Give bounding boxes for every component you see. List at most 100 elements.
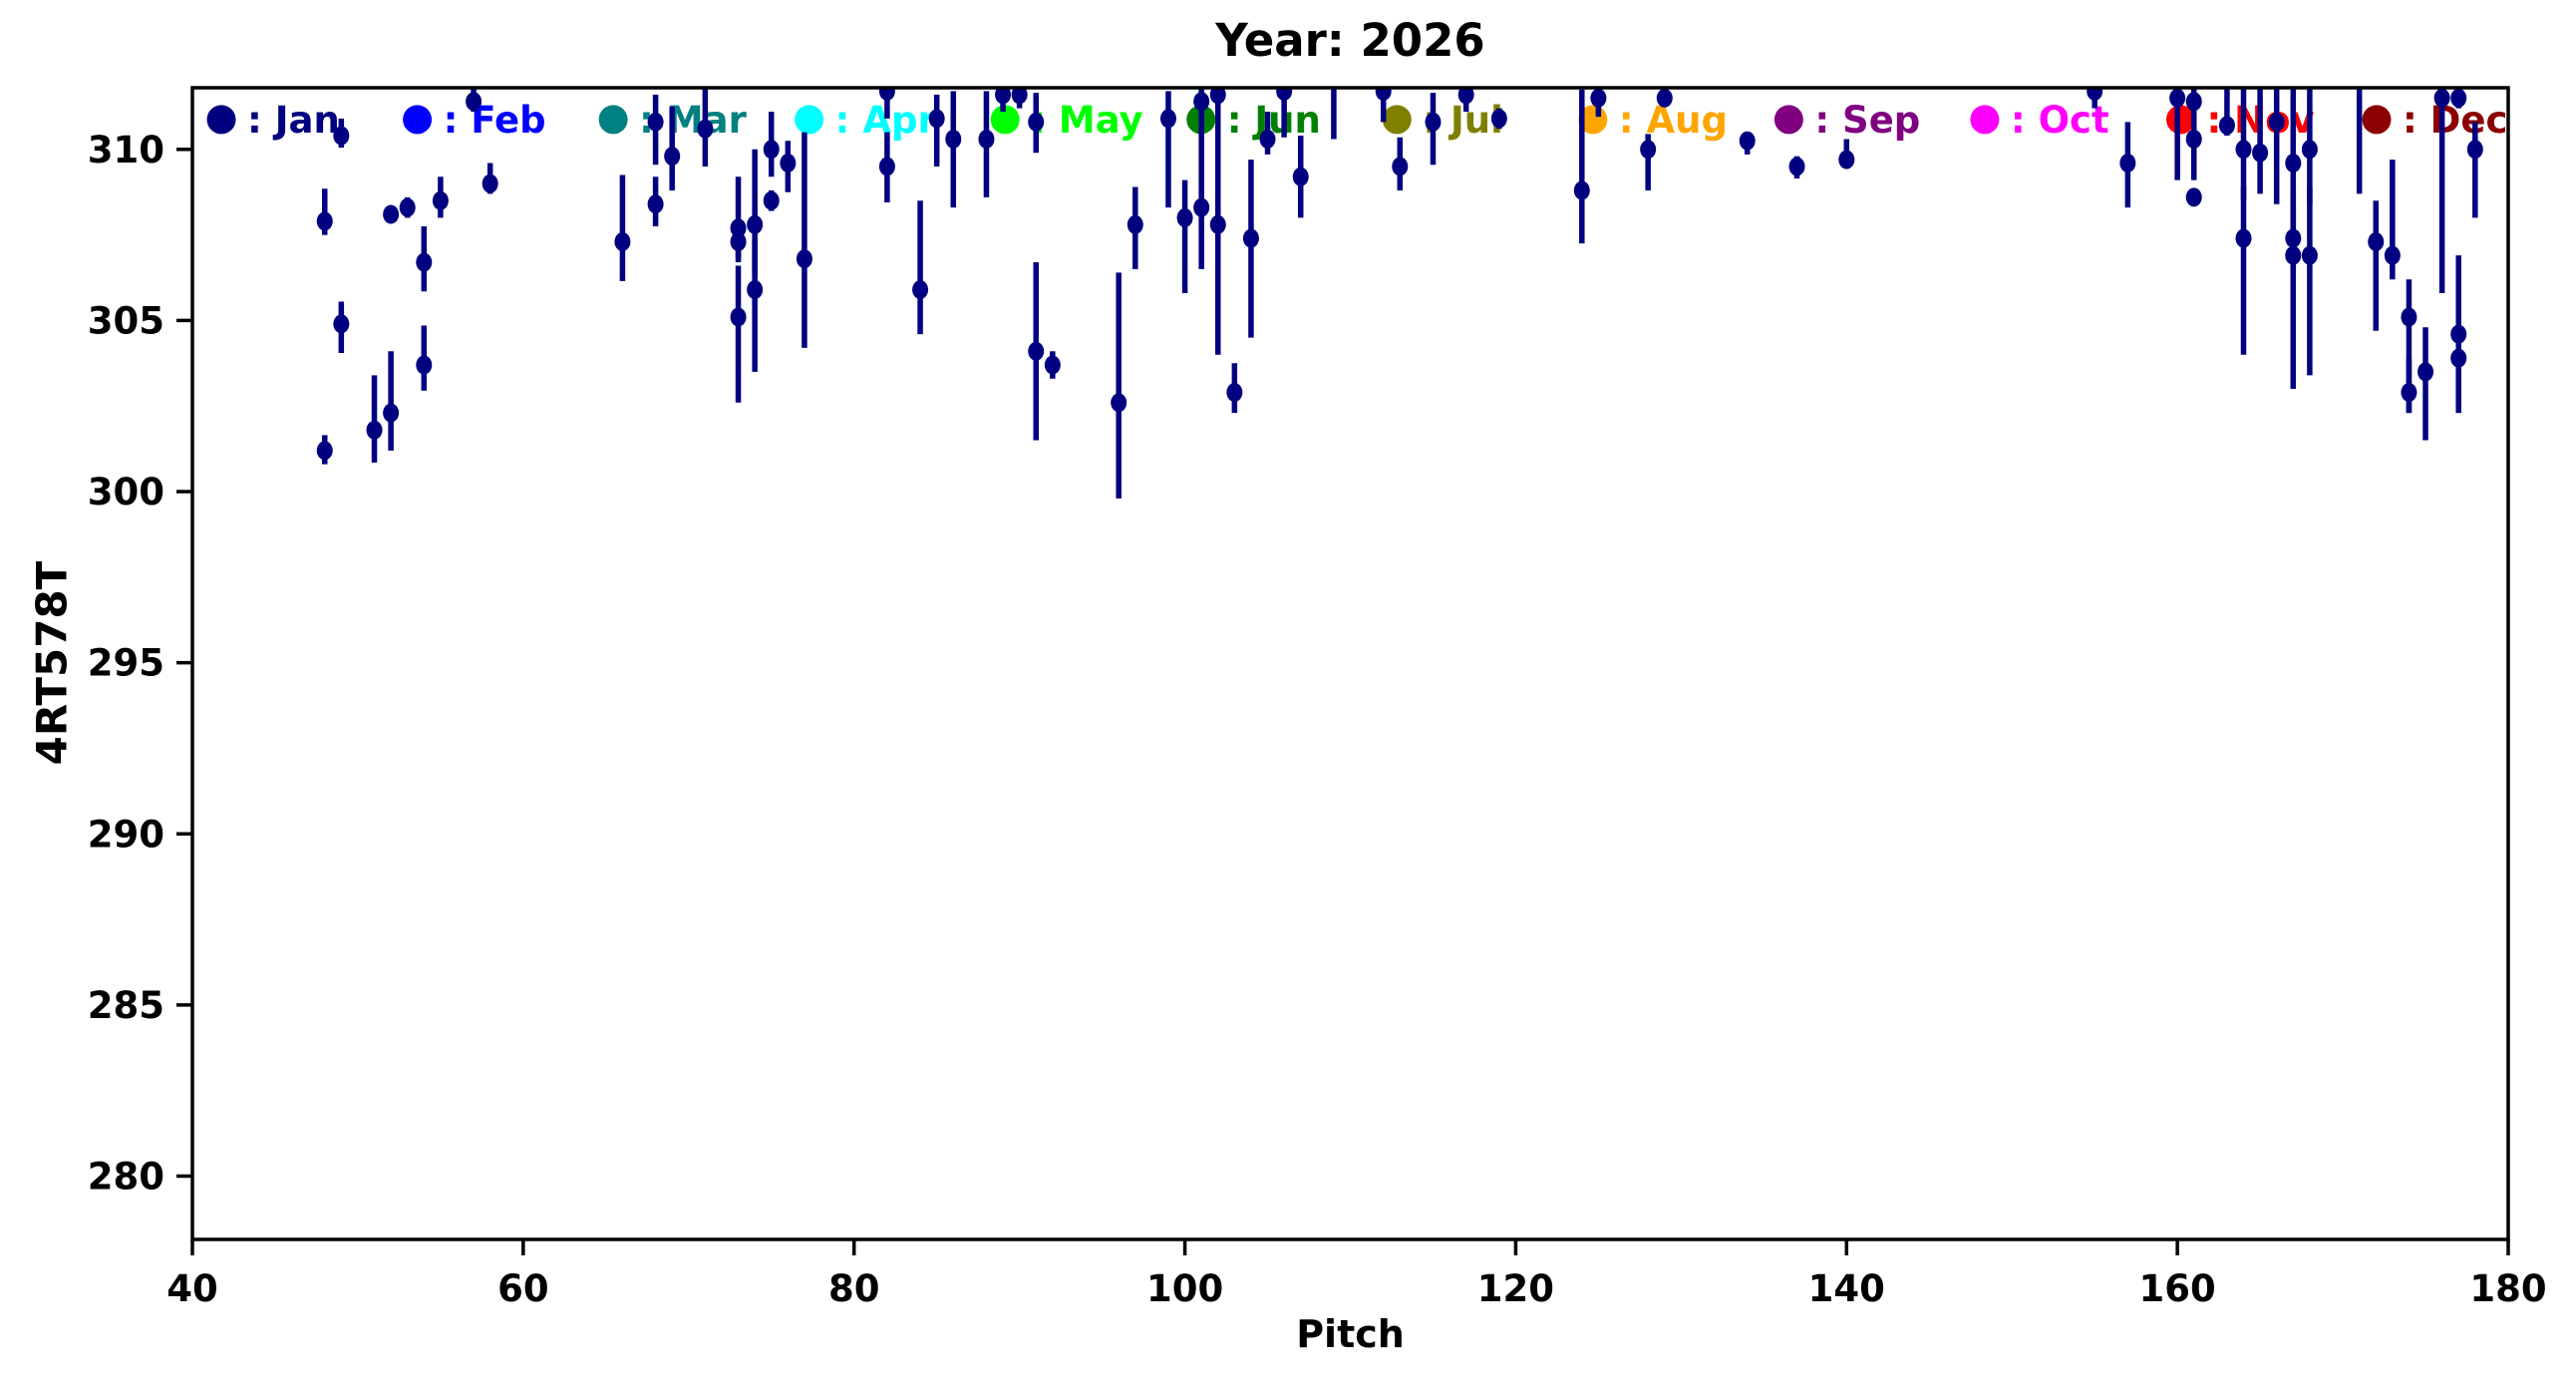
data-point bbox=[2185, 129, 2202, 149]
data-point bbox=[2401, 382, 2417, 402]
y-tick-label: 305 bbox=[88, 299, 164, 342]
data-point bbox=[945, 129, 962, 149]
data-point bbox=[2417, 362, 2434, 382]
data-point bbox=[482, 173, 498, 193]
data-point bbox=[399, 197, 416, 217]
data-point bbox=[1028, 112, 1045, 132]
data-point bbox=[2285, 228, 2302, 248]
data-point bbox=[2450, 348, 2467, 368]
data-point bbox=[995, 88, 1012, 105]
legend-marker-oct bbox=[1970, 105, 2000, 135]
data-point bbox=[1259, 129, 1276, 149]
data-point bbox=[316, 441, 333, 461]
data-point bbox=[1590, 88, 1607, 108]
data-point bbox=[1028, 341, 1045, 361]
data-point bbox=[1490, 109, 1507, 129]
data-point bbox=[1292, 167, 1309, 186]
data-point bbox=[1193, 197, 1210, 217]
x-axis: 40 60 80 100 120 140 160 180 bbox=[166, 1239, 2547, 1310]
data-point bbox=[2087, 88, 2103, 101]
data-point bbox=[1176, 207, 1193, 227]
data-point bbox=[730, 231, 747, 251]
data-point bbox=[2301, 140, 2318, 160]
x-tick-label: 80 bbox=[828, 1267, 880, 1310]
y-tick-label: 300 bbox=[88, 471, 164, 514]
data-point bbox=[1011, 88, 1028, 105]
legend-marker-mar bbox=[598, 105, 628, 135]
data-point bbox=[1392, 157, 1409, 176]
data-point bbox=[1457, 88, 1474, 105]
data-point bbox=[2384, 245, 2401, 265]
legend-marker-sep bbox=[1773, 105, 1803, 135]
data-point bbox=[466, 92, 483, 112]
data-point bbox=[1127, 214, 1143, 234]
legend-label-jan: : Jan bbox=[247, 99, 340, 142]
data-point bbox=[2285, 245, 2302, 265]
data-point bbox=[1044, 355, 1061, 375]
data-point bbox=[1226, 382, 1243, 402]
y-tick-label: 295 bbox=[88, 642, 164, 685]
data-point bbox=[2450, 324, 2467, 344]
data-point bbox=[763, 190, 780, 210]
legend-marker-dec bbox=[2362, 105, 2392, 135]
x-tick-label: 120 bbox=[1477, 1267, 1554, 1310]
data-point bbox=[416, 355, 433, 375]
data-point bbox=[1739, 131, 1756, 151]
data-point bbox=[1276, 88, 1293, 101]
data-point bbox=[878, 157, 895, 176]
data-point bbox=[1375, 88, 1392, 101]
x-tick-label: 140 bbox=[1808, 1267, 1885, 1310]
data-point bbox=[1242, 228, 1259, 248]
data-point bbox=[647, 112, 664, 132]
legend-label-sep: : Sep bbox=[1814, 99, 1920, 142]
data-point bbox=[383, 403, 400, 423]
data-point bbox=[383, 204, 400, 224]
legend-label-aug: : Aug bbox=[1619, 99, 1728, 142]
legend-marker-jul bbox=[1382, 105, 1412, 135]
data-point bbox=[747, 280, 764, 300]
data-point bbox=[1788, 157, 1805, 176]
x-tick-label: 40 bbox=[166, 1267, 218, 1310]
data-point bbox=[2185, 187, 2202, 207]
data-point bbox=[333, 314, 350, 334]
data-point bbox=[2285, 154, 2302, 173]
data-point bbox=[333, 126, 350, 146]
legend-marker-apr bbox=[795, 105, 824, 135]
y-tick-label: 285 bbox=[88, 984, 164, 1027]
data-point bbox=[614, 231, 631, 251]
y-tick-label: 290 bbox=[88, 813, 164, 856]
data-point bbox=[878, 88, 895, 101]
data-point bbox=[730, 307, 747, 327]
data-point-group bbox=[316, 88, 2483, 461]
data-point bbox=[2466, 140, 2483, 160]
legend-label-may: : May bbox=[1031, 99, 1142, 142]
y-tick-label: 310 bbox=[88, 129, 164, 172]
data-point bbox=[2252, 143, 2269, 163]
chart-title: Year: 2026 bbox=[1215, 14, 1485, 67]
data-point bbox=[928, 109, 945, 129]
data-point bbox=[1111, 393, 1127, 413]
legend-label-feb: : Feb bbox=[444, 99, 546, 142]
data-point bbox=[763, 140, 780, 160]
data-point bbox=[2433, 88, 2450, 108]
data-point bbox=[664, 147, 681, 167]
data-point bbox=[796, 249, 812, 269]
data-point bbox=[2169, 88, 2186, 108]
data-point bbox=[1573, 180, 1590, 200]
x-tick-label: 160 bbox=[2139, 1267, 2216, 1310]
data-point bbox=[697, 119, 714, 139]
y-axis: 280 285 290 295 300 305 310 bbox=[88, 129, 192, 1199]
data-point bbox=[1656, 88, 1673, 108]
data-point bbox=[2235, 140, 2252, 160]
data-point bbox=[1209, 88, 1226, 105]
legend-marker-may bbox=[990, 105, 1020, 135]
data-point bbox=[1425, 112, 1442, 132]
data-point bbox=[2119, 154, 2136, 173]
data-point bbox=[1159, 109, 1176, 129]
data-point bbox=[730, 218, 747, 238]
data-point bbox=[316, 211, 333, 231]
legend-marker-nov bbox=[2165, 105, 2195, 135]
data-point bbox=[1640, 140, 1657, 160]
